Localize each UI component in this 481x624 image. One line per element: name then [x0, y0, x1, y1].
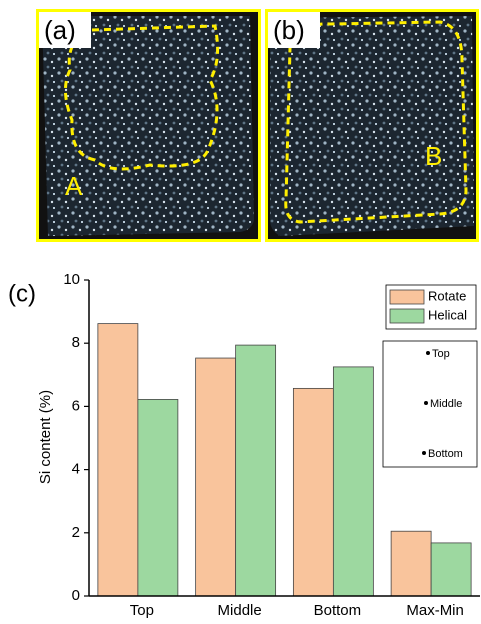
y-axis-label: Si content (%) — [37, 390, 54, 484]
x-tick-label: Top — [130, 602, 154, 619]
panel-label: (a) — [44, 15, 76, 45]
inset-dot — [426, 351, 430, 355]
inset-dot — [424, 401, 428, 405]
x-tick-label: Middle — [218, 602, 262, 619]
bar — [292, 387, 334, 597]
x-tick-label: Bottom — [314, 602, 362, 619]
legend-swatch — [389, 289, 425, 305]
inset-label: Middle — [430, 398, 462, 410]
inset-label: Top — [432, 348, 450, 360]
legend-label: Helical — [428, 307, 467, 322]
panel-label: (c) — [8, 280, 36, 307]
y-tick-label: 0 — [72, 587, 80, 604]
y-tick-label: 6 — [72, 397, 80, 414]
bar — [235, 344, 277, 597]
bar — [430, 542, 472, 597]
bar — [97, 323, 139, 597]
inset-box — [382, 340, 478, 468]
y-tick-label: 10 — [63, 271, 80, 288]
bar — [390, 530, 432, 597]
region-outline — [64, 24, 220, 171]
y-tick-label: 2 — [72, 524, 80, 541]
legend-swatch — [389, 308, 425, 324]
region-label: A — [65, 171, 83, 201]
y-tick-label: 8 — [72, 334, 80, 351]
x-tick-label: Max-Min — [406, 602, 464, 619]
bar — [332, 366, 374, 597]
label-bg — [39, 12, 91, 48]
y-tick-label: 4 — [72, 461, 80, 478]
inset-dot — [422, 451, 426, 455]
micrograph — [270, 16, 474, 236]
bar — [137, 399, 179, 597]
bar — [195, 357, 237, 597]
legend-label: Rotate — [428, 288, 466, 303]
label-bg — [268, 12, 320, 48]
micrograph — [42, 16, 254, 236]
panel-label: (b) — [273, 15, 305, 45]
region-label: B — [425, 141, 442, 171]
inset-label: Bottom — [428, 448, 463, 460]
